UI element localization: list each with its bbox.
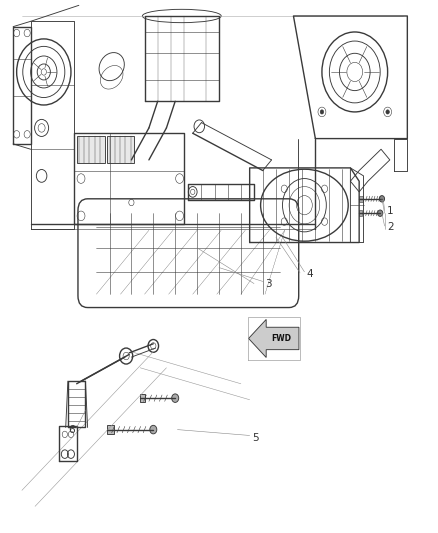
Polygon shape: [107, 425, 114, 434]
Circle shape: [386, 110, 389, 114]
Text: 6: 6: [68, 425, 74, 435]
Polygon shape: [249, 319, 299, 358]
Polygon shape: [359, 196, 363, 202]
Circle shape: [150, 425, 157, 434]
Polygon shape: [77, 136, 105, 163]
Text: 3: 3: [265, 279, 272, 288]
Text: 5: 5: [252, 433, 258, 443]
Circle shape: [379, 196, 385, 202]
Polygon shape: [107, 136, 134, 163]
Circle shape: [320, 110, 324, 114]
Text: 1: 1: [387, 206, 393, 215]
Polygon shape: [9, 5, 425, 298]
Polygon shape: [140, 394, 145, 402]
Text: 4: 4: [307, 270, 313, 279]
Text: FWD: FWD: [271, 334, 291, 343]
Polygon shape: [359, 210, 362, 216]
Circle shape: [378, 210, 383, 216]
Text: 2: 2: [387, 222, 393, 232]
Circle shape: [172, 394, 179, 402]
